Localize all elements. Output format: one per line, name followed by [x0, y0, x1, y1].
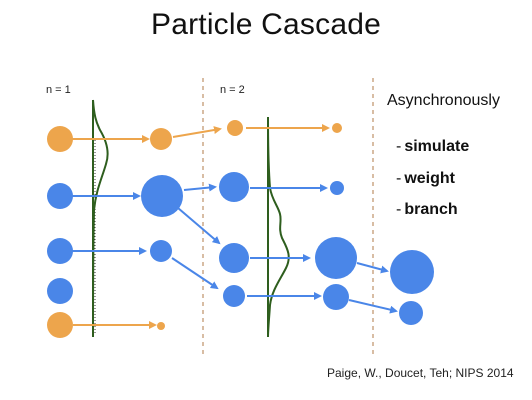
- particle-o5: [227, 120, 243, 136]
- step-simulate: - simulate: [396, 138, 469, 156]
- particle-b4: [141, 175, 183, 217]
- weight-curve-1: [92, 99, 109, 338]
- particle-o1: [47, 126, 73, 152]
- particle-b9: [330, 181, 344, 195]
- label-n2: n = 2: [220, 84, 245, 96]
- arrow-b10: [348, 299, 398, 314]
- step-word: weight: [404, 170, 455, 187]
- arrow-b9: [356, 262, 389, 274]
- step-weight: - weight: [396, 170, 455, 188]
- arrow-o2: [172, 126, 222, 138]
- particle-b8: [223, 285, 245, 307]
- particle-b10: [315, 237, 357, 279]
- step-word: branch: [404, 201, 458, 218]
- particle-o3: [150, 128, 172, 150]
- step-word: simulate: [404, 138, 470, 155]
- citation: Paige, W., Doucet, Teh; NIPS 2014: [327, 366, 514, 380]
- slide-title: Particle Cascade: [151, 8, 381, 41]
- particle-o2: [47, 312, 73, 338]
- step-dash: -: [396, 170, 402, 187]
- particle-b1: [47, 183, 73, 209]
- step-dash: -: [396, 201, 402, 218]
- step-dash: -: [396, 138, 402, 155]
- asynchronously-heading: Asynchronously: [387, 92, 500, 109]
- arrow-b2: [183, 183, 217, 192]
- particle-b5: [150, 240, 172, 262]
- particle-b11: [323, 284, 349, 310]
- particle-b12: [390, 250, 434, 294]
- particle-b2: [47, 238, 73, 264]
- label-n1: n = 1: [46, 84, 71, 96]
- particle-b13: [399, 301, 423, 325]
- step-branch: - branch: [396, 201, 458, 219]
- particle-o4: [157, 322, 165, 330]
- particle-o6: [332, 123, 342, 133]
- arrow-b4: [177, 207, 221, 245]
- arrow-b6: [171, 257, 219, 290]
- particle-b7: [219, 243, 249, 273]
- weight-curve-2: [267, 116, 290, 338]
- particle-b3: [47, 278, 73, 304]
- particle-b6: [219, 172, 249, 202]
